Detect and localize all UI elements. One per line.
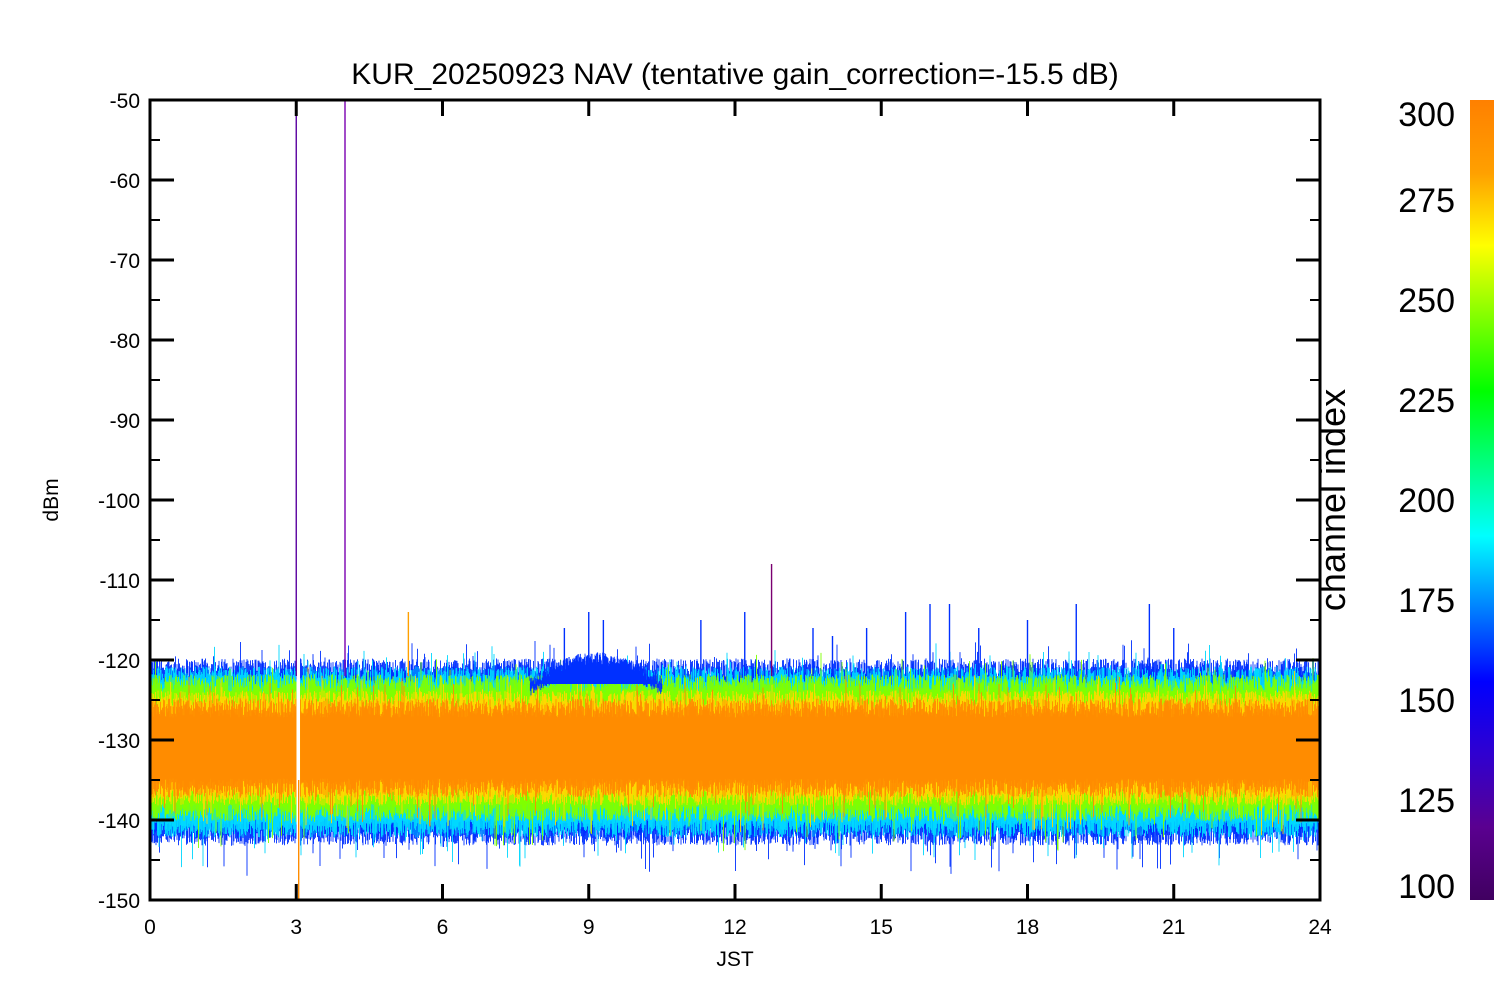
colorbar-tick-label: 250: [1398, 282, 1455, 320]
colorbar-tick-label: 100: [1398, 868, 1455, 906]
y-tick-label: -100: [98, 490, 140, 513]
band-strokes: [150, 675, 1320, 827]
y-tick-label: -120: [98, 650, 140, 673]
colorbar-tick-label: 225: [1398, 382, 1455, 420]
y-tick-label: -140: [98, 810, 140, 833]
y-tick-label: -70: [110, 250, 140, 273]
y-tick-label: -110: [100, 570, 140, 593]
x-axis-label: JST: [716, 948, 754, 971]
colorbar-tick-label: 300: [1398, 96, 1455, 134]
x-tick-label: 15: [870, 916, 893, 939]
x-tick-label: 21: [1162, 916, 1185, 939]
colorbar-tick-label: 125: [1398, 782, 1455, 820]
y-tick-label: -150: [98, 890, 140, 913]
x-tick-label: 9: [583, 916, 595, 939]
y-tick-label: -80: [110, 330, 140, 353]
colorbar-tick-label: 275: [1398, 182, 1455, 220]
y-tick-label: -90: [110, 410, 140, 433]
x-tick-label: 12: [723, 916, 746, 939]
colorbar-tick-label: 150: [1398, 682, 1455, 720]
y-tick-label: -130: [98, 730, 140, 753]
x-tick-label: 24: [1308, 916, 1332, 939]
x-tick-label: 3: [290, 916, 302, 939]
noise-band: [150, 675, 1320, 827]
x-tick-label: 6: [437, 916, 449, 939]
y-axis-label: dBm: [40, 478, 63, 521]
chart-title: KUR_20250923 NAV (tentative gain_correct…: [351, 58, 1118, 91]
x-tick-label: 18: [1016, 916, 1039, 939]
x-tick-label: 0: [144, 916, 156, 939]
x-axis: 0 3 6 9 12 15 18 21 24: [144, 100, 1332, 939]
y-axis: -50 -60 -70 -80 -90 -100 -110 -120 -130 -140 -150: [98, 90, 1320, 913]
plot-data: [150, 100, 1320, 900]
y-tick-label: -50: [110, 90, 140, 113]
colorbar-label: channel index: [1312, 389, 1353, 611]
colorbar-tick-label: 175: [1398, 582, 1455, 620]
colorbar-ticks: 300 275 250 225 200 175 150 125 100: [1398, 96, 1455, 906]
colorbar: [1470, 100, 1494, 900]
y-tick-label: -60: [110, 170, 140, 193]
colorbar-tick-label: 200: [1398, 482, 1455, 520]
